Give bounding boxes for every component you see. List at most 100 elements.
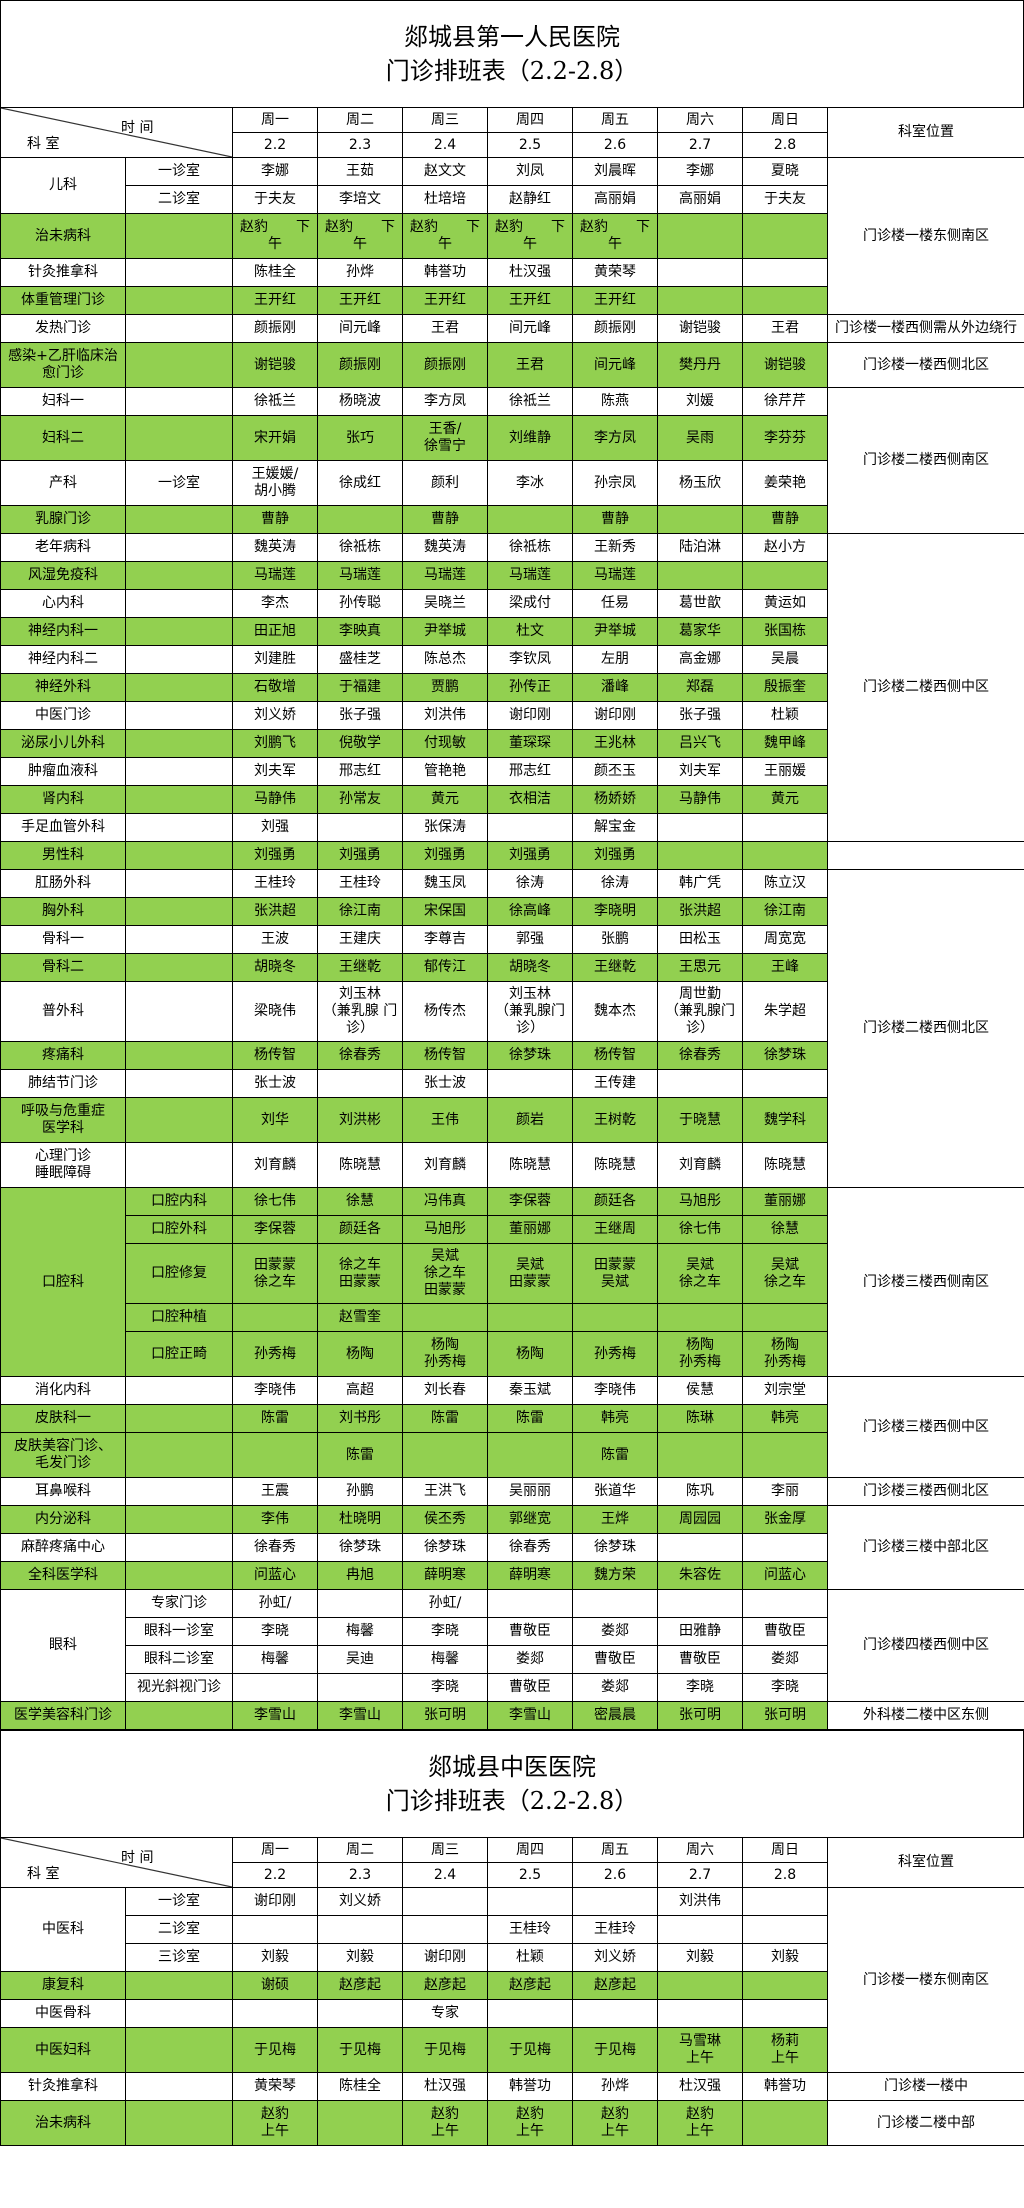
department-cell: 胸外科 [0, 897, 126, 926]
doctor-cell: 魏英涛 [232, 533, 318, 562]
doctor-cell: 李晓伟 [232, 1376, 318, 1405]
doctor-cell: 徐梦珠 [742, 1041, 828, 1070]
location-header: 科室位置 [827, 107, 1024, 158]
time-label: 时 间 [121, 1850, 154, 1866]
header-row-weekdays: 时 间科 室周一 周二 周三 周四 周五 周六 周日 科室位置 [0, 1837, 1024, 1888]
doctor-cell: 曹敬臣 [742, 1617, 828, 1646]
weekday-header: 周六 [657, 1837, 743, 1863]
doctor-cell: 王桂玲 [232, 869, 318, 898]
doctor-cell: 张士波 [232, 1069, 318, 1098]
doctor-cell: 刘夫军 [657, 757, 743, 786]
department-cell: 疼痛科 [0, 1041, 126, 1070]
doctor-cell: 倪敬学 [317, 729, 403, 758]
doctor-cell: 孙传聪 [317, 589, 403, 618]
doctor-cell: 间元峰 [572, 342, 658, 388]
doctor-cell: 李培文 [317, 185, 403, 214]
table-row: 康复科 谢硕 赵彦起 赵彦起 赵彦起 赵彦起 [0, 1971, 1024, 2000]
table-row: 神经内科一 田正旭 李映真 尹举城 杜文 尹举城 葛家华 张国栋 [0, 617, 1024, 646]
doctor-cell: 王继乾 [572, 953, 658, 982]
room-cell [125, 673, 233, 702]
doctor-cell [487, 813, 573, 842]
doctor-cell: 陈晓慧 [572, 1142, 658, 1188]
doctor-cell: 赵豹 下 午 [402, 213, 488, 259]
doctor-cell [657, 1432, 743, 1478]
doctor-cell: 王香/ 徐雪宁 [402, 415, 488, 461]
doctor-cell [572, 1589, 658, 1618]
doctor-cell: 于见梅 [232, 2027, 318, 2073]
doctor-cell: 杨陶 [487, 1331, 573, 1377]
doctor-cell [657, 258, 743, 287]
doctor-cell: 刘洪彬 [317, 1097, 403, 1143]
doctor-cell: 李晓 [657, 1673, 743, 1702]
doctor-cell: 李娜 [232, 157, 318, 186]
room-cell [125, 2100, 233, 2146]
doctor-cell: 张洪超 [232, 897, 318, 926]
department-cell: 皮肤科一 [0, 1404, 126, 1433]
doctor-cell: 田雅静 [657, 1617, 743, 1646]
doctor-cell [657, 286, 743, 315]
room-cell [125, 1404, 233, 1433]
doctor-cell: 王建庆 [317, 925, 403, 954]
doctor-cell: 吴斌 田蒙蒙 [487, 1243, 573, 1304]
department-cell: 医学美容科门诊 [0, 1701, 126, 1730]
department-cell: 心理门诊 睡眠障碍 [0, 1142, 126, 1188]
department-cell: 麻醉疼痛中心 [0, 1533, 126, 1562]
doctor-cell: 李晓 [402, 1673, 488, 1702]
doctor-cell: 李娜 [657, 157, 743, 186]
doctor-cell: 刘义娇 [317, 1887, 403, 1916]
location-cell: 门诊楼一楼西侧北区 [827, 342, 1024, 388]
doctor-cell: 张鹏 [572, 925, 658, 954]
doctor-cell: 杨陶 孙秀梅 [742, 1331, 828, 1377]
doctor-cell: 周园园 [657, 1505, 743, 1534]
doctor-cell [657, 505, 743, 534]
doctor-cell: 马静伟 [232, 785, 318, 814]
doctor-cell [657, 1971, 743, 2000]
doctor-cell: 徐江南 [317, 897, 403, 926]
doctor-cell: 吴雨 [657, 415, 743, 461]
table-row: 口腔外科 李保蓉 颜廷各 马旭彤 董丽娜 王继周 徐七伟 徐慧 [1, 1215, 1024, 1244]
doctor-cell: 黄运如 [742, 589, 828, 618]
table-row: 肾内科 马静伟 孙常友 黄元 衣相洁 杨娇娇 马静伟 黄元 [0, 785, 1024, 814]
doctor-cell: 徐祗栋 [487, 533, 573, 562]
doctor-cell: 曹静 [232, 505, 318, 534]
doctor-cell: 赵文文 [402, 157, 488, 186]
doctor-cell: 徐芹芹 [742, 387, 828, 416]
doctor-cell: 魏方荣 [572, 1561, 658, 1590]
doctor-cell: 李冰 [487, 460, 573, 506]
doctor-cell: 陆泊淋 [657, 533, 743, 562]
doctor-cell: 曹静 [742, 505, 828, 534]
doctor-cell: 刘强勇 [487, 841, 573, 870]
doctor-cell: 杜培培 [402, 185, 488, 214]
doctor-cell: 谢印刚 [402, 1943, 488, 1972]
room-cell [125, 342, 233, 388]
doctor-cell: 吴迪 [317, 1645, 403, 1674]
doctor-cell: 赵豹 下 午 [487, 213, 573, 259]
doctor-cell: 胡晓冬 [232, 953, 318, 982]
doctor-cell: 刘强勇 [402, 841, 488, 870]
doctor-cell: 董丽娜 [487, 1215, 573, 1244]
doctor-cell: 贾鹏 [402, 673, 488, 702]
doctor-cell: 王开红 [317, 286, 403, 315]
doctor-cell: 杜汉强 [657, 2072, 743, 2101]
room-cell: 口腔内科 [125, 1187, 233, 1216]
doctor-cell: 徐梦珠 [402, 1533, 488, 1562]
schedule-table: 时 间科 室周一 周二 周三 周四 周五 周六 周日 科室位置 2.2 2.3 2.4 2.5 2.6 2… [0, 1837, 1024, 2146]
department-cell: 骨科一 [0, 925, 126, 954]
doctor-cell: 徐祗兰 [232, 387, 318, 416]
doctor-cell [317, 1069, 403, 1098]
doctor-cell: 杨陶 孙秀梅 [402, 1331, 488, 1377]
doctor-cell: 马瑞莲 [402, 561, 488, 590]
doctor-cell: 侯丕秀 [402, 1505, 488, 1534]
department-cell: 肾内科 [0, 785, 126, 814]
doctor-cell: 于见梅 [402, 2027, 488, 2073]
room-cell [125, 757, 233, 786]
doctor-cell: 陈晓慧 [742, 1142, 828, 1188]
doctor-cell: 刘强 [232, 813, 318, 842]
doctor-cell: 曹静 [572, 505, 658, 534]
doctor-cell: 郁传江 [402, 953, 488, 982]
doctor-cell: 杨传智 [232, 1041, 318, 1070]
doctor-cell: 韩亮 [742, 1404, 828, 1433]
doctor-cell [742, 813, 828, 842]
room-cell [125, 1477, 233, 1506]
table-row: 耳鼻喉科 王震 孙鹏 王洪飞 吴丽丽 张道华 陈巩 李丽 门诊楼三楼西侧北区 [0, 1477, 1024, 1506]
